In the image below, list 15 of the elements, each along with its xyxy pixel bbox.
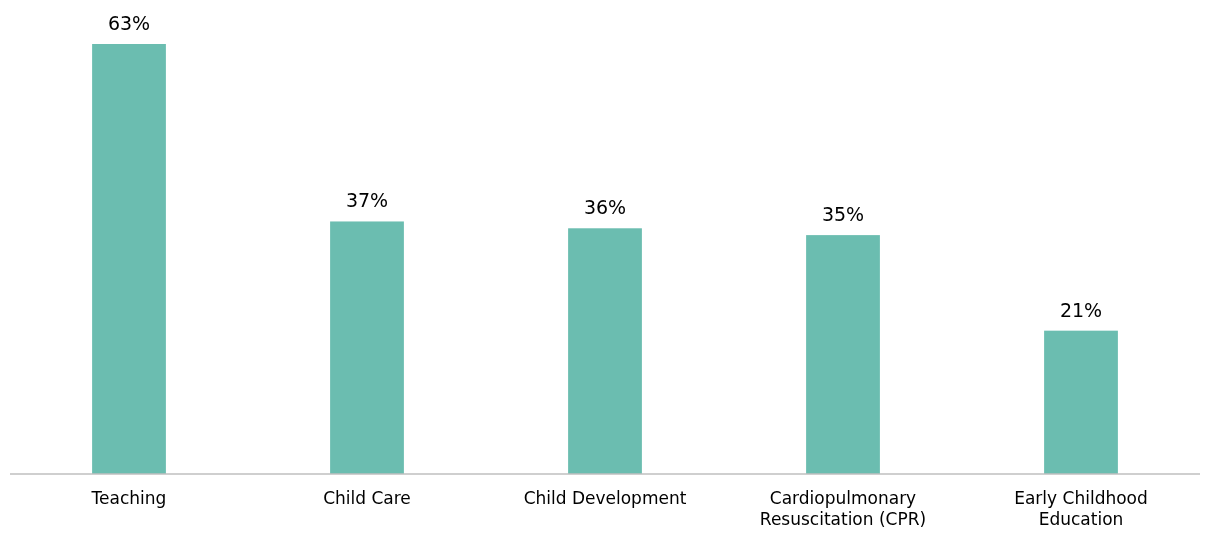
x-tick-label: Child Care <box>323 488 411 508</box>
x-tick-label: Early Childhood Education <box>1014 488 1148 529</box>
bar <box>330 221 404 474</box>
data-label: 21% <box>1059 298 1103 321</box>
bar <box>1044 330 1118 474</box>
bar <box>568 228 642 474</box>
data-label: 37% <box>345 189 389 212</box>
data-label: 63% <box>107 12 151 34</box>
data-label: 35% <box>821 203 865 226</box>
bar <box>92 44 166 474</box>
bar <box>806 235 880 474</box>
x-tick-label: Cardiopulmonary Resuscitation (CPR) <box>759 488 927 529</box>
x-tick-label: Child Development <box>523 488 687 508</box>
data-label: 36% <box>583 196 627 219</box>
x-tick-label: Teaching <box>90 488 167 508</box>
